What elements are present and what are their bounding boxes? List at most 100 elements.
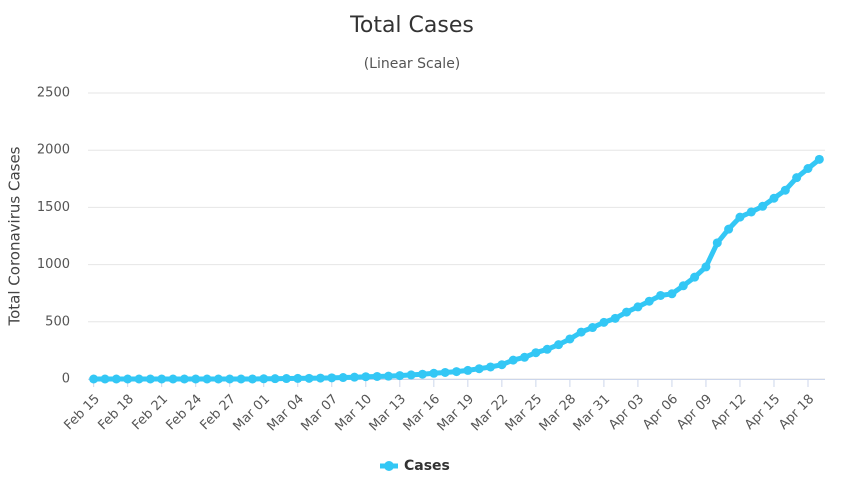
point xyxy=(769,193,779,203)
point xyxy=(746,207,756,217)
point xyxy=(610,313,620,323)
chart-title: Total Cases xyxy=(349,13,474,38)
x-tick-label: Mar 25 xyxy=(503,392,546,435)
point xyxy=(123,374,133,384)
point xyxy=(157,374,167,384)
legend-symbol-dot xyxy=(384,461,394,471)
y-tick-label: 0 xyxy=(62,372,70,387)
point xyxy=(417,369,427,379)
point xyxy=(644,296,654,306)
point xyxy=(406,370,416,380)
point xyxy=(89,374,99,384)
point xyxy=(259,374,269,384)
point xyxy=(735,212,745,222)
point xyxy=(599,317,609,327)
point xyxy=(134,374,144,384)
point xyxy=(565,334,575,344)
point xyxy=(780,185,790,195)
point xyxy=(542,344,552,354)
point xyxy=(712,238,722,248)
point xyxy=(270,374,280,384)
point xyxy=(792,173,802,183)
point xyxy=(361,372,371,382)
point xyxy=(100,374,110,384)
point xyxy=(315,373,325,383)
point xyxy=(145,374,155,384)
point xyxy=(622,307,632,317)
x-tick-label: Feb 15 xyxy=(61,392,103,434)
point xyxy=(202,374,212,384)
legend-label: Cases xyxy=(404,458,450,474)
x-tick-label: Mar 28 xyxy=(537,392,580,435)
point xyxy=(690,272,700,282)
point xyxy=(191,374,201,384)
y-tick-label: 500 xyxy=(45,314,70,329)
point xyxy=(520,352,530,362)
x-tick-label: Mar 10 xyxy=(333,392,376,435)
point xyxy=(678,281,688,291)
point xyxy=(281,374,291,384)
chart-subtitle: (Linear Scale) xyxy=(364,56,461,72)
y-tick-label: 2500 xyxy=(37,86,70,101)
point xyxy=(429,368,439,378)
point xyxy=(633,302,643,312)
x-tick-label: Apr 09 xyxy=(674,392,715,433)
point xyxy=(383,371,393,381)
point xyxy=(758,201,768,211)
point xyxy=(486,362,496,372)
x-tick-label: Mar 19 xyxy=(435,392,478,435)
point xyxy=(474,364,484,374)
x-tick-label: Mar 13 xyxy=(367,392,410,435)
y-tick-label: 1000 xyxy=(37,257,70,272)
series-line xyxy=(93,157,821,382)
x-tick-label: Feb 18 xyxy=(95,392,137,434)
x-tick-label: Mar 22 xyxy=(469,392,512,435)
point xyxy=(213,374,223,384)
point xyxy=(803,164,813,174)
x-tick-label: Feb 24 xyxy=(164,392,206,434)
y-tick-label: 2000 xyxy=(37,143,70,158)
x-tick-label: Mar 04 xyxy=(264,392,307,435)
point xyxy=(304,373,314,383)
x-tick-label: Mar 07 xyxy=(299,392,342,435)
point xyxy=(293,373,303,383)
x-tick-label: Mar 16 xyxy=(401,392,444,435)
point xyxy=(814,154,824,164)
point xyxy=(179,374,189,384)
x-tick-label: Apr 15 xyxy=(742,392,783,433)
point xyxy=(724,224,734,234)
point xyxy=(576,327,586,337)
point xyxy=(701,262,711,272)
point xyxy=(338,373,348,383)
point xyxy=(497,360,507,370)
x-tick-label: Apr 18 xyxy=(776,392,817,433)
point xyxy=(667,289,677,299)
point xyxy=(327,373,337,383)
point xyxy=(349,372,359,382)
x-tick-label: Apr 03 xyxy=(606,392,647,433)
point xyxy=(452,367,461,377)
point xyxy=(225,374,235,384)
point xyxy=(111,374,121,384)
point xyxy=(531,348,541,358)
point xyxy=(236,374,246,384)
x-tick-label: Apr 06 xyxy=(640,392,681,433)
point xyxy=(656,290,666,300)
point xyxy=(247,374,257,384)
x-tick-label: Mar 31 xyxy=(571,392,614,435)
point xyxy=(554,340,564,350)
x-tick-label: Apr 12 xyxy=(708,392,749,433)
point xyxy=(440,367,450,377)
point xyxy=(463,365,473,375)
point xyxy=(372,371,382,381)
point xyxy=(395,371,405,381)
point xyxy=(168,374,178,384)
y-tick-label: 1500 xyxy=(37,200,70,215)
point xyxy=(588,323,598,333)
y-axis-title: Total Coronavirus Cases xyxy=(6,146,24,326)
x-tick-label: Feb 21 xyxy=(129,392,171,434)
point xyxy=(508,355,518,365)
x-tick-label: Mar 01 xyxy=(230,392,273,435)
